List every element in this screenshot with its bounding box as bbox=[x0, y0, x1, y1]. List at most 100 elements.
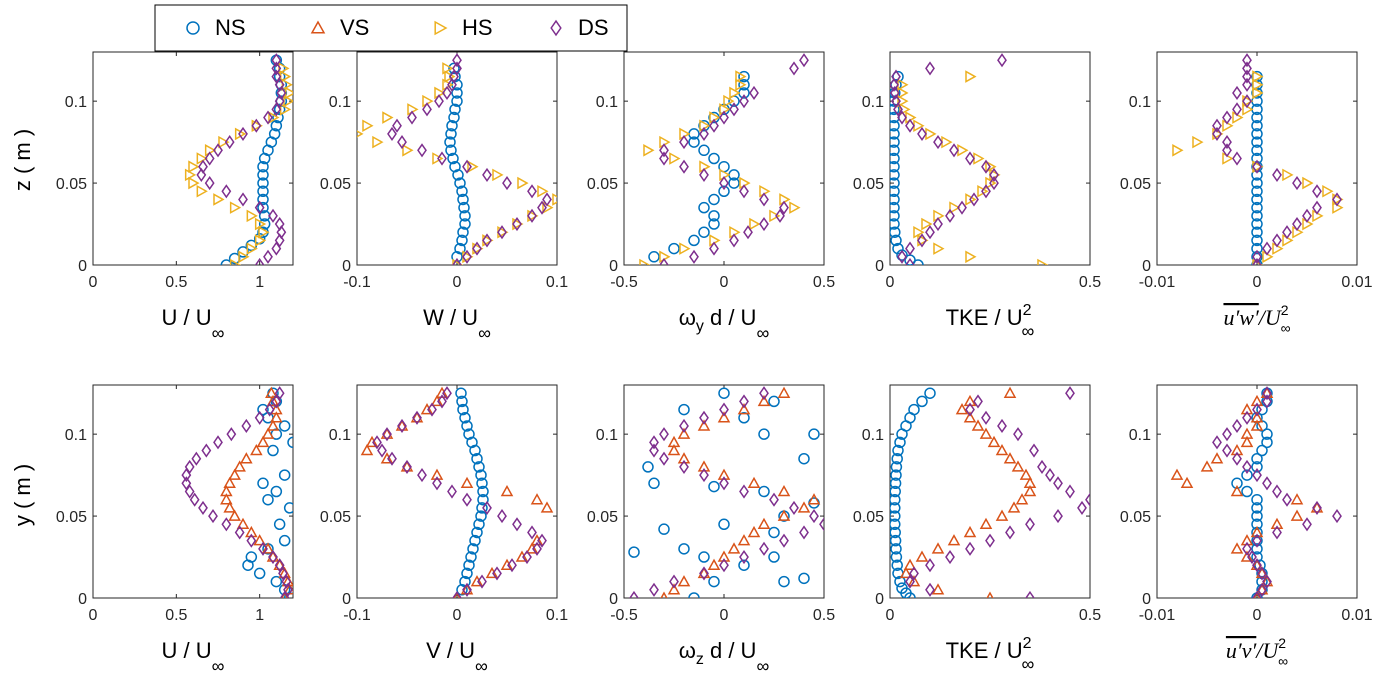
data-point bbox=[257, 169, 269, 181]
data-point bbox=[669, 574, 679, 589]
data-point bbox=[905, 241, 915, 256]
data-point bbox=[667, 583, 681, 595]
data-point bbox=[897, 110, 907, 125]
data-point bbox=[905, 574, 915, 589]
data-point bbox=[253, 534, 266, 546]
x-axis-label: TKE / U2 ∞ bbox=[946, 302, 1035, 341]
data-point bbox=[397, 135, 407, 150]
data-point bbox=[240, 452, 253, 464]
data-point bbox=[981, 159, 991, 174]
data-point bbox=[890, 144, 900, 157]
axes-frame bbox=[1156, 51, 1358, 266]
data-point bbox=[223, 501, 236, 513]
data-point bbox=[257, 193, 269, 206]
y-tick-label: 0 bbox=[78, 258, 87, 275]
y-tick-label: 0 bbox=[1142, 258, 1151, 275]
data-point bbox=[462, 582, 472, 597]
data-point bbox=[699, 468, 709, 483]
data-point bbox=[1251, 461, 1263, 473]
series-ds bbox=[387, 53, 552, 265]
y-tick-label: 0.1 bbox=[329, 427, 351, 444]
data-point bbox=[201, 443, 212, 458]
data-point bbox=[245, 551, 258, 563]
data-point bbox=[268, 111, 280, 124]
legend-box bbox=[154, 4, 628, 52]
data-point bbox=[476, 477, 488, 490]
data-point bbox=[679, 242, 691, 255]
data-point bbox=[891, 452, 903, 465]
data-point bbox=[482, 233, 492, 248]
data-point bbox=[1025, 517, 1035, 532]
data-point bbox=[392, 118, 402, 133]
y-tick-label: 0.1 bbox=[65, 427, 87, 444]
data-point bbox=[735, 70, 747, 83]
axes-frame bbox=[356, 51, 558, 266]
panels: 0 0.5 100.050.1U / U∞-0.1 0 0.100.050.1W / U… bbox=[56, 51, 1373, 676]
data-point bbox=[447, 152, 459, 165]
data-point bbox=[445, 144, 457, 157]
data-point bbox=[659, 451, 669, 466]
data-point bbox=[985, 160, 997, 173]
data-point bbox=[769, 209, 781, 223]
series-ds bbox=[1212, 53, 1342, 265]
y-tick-label: 0.1 bbox=[596, 427, 618, 444]
data-point bbox=[890, 95, 900, 107]
data-point bbox=[471, 452, 483, 465]
data-point bbox=[708, 575, 720, 588]
data-point bbox=[649, 582, 659, 597]
data-point bbox=[1172, 144, 1184, 157]
data-point bbox=[482, 500, 492, 515]
data-point bbox=[276, 85, 287, 101]
data-point bbox=[382, 427, 392, 442]
data-point bbox=[246, 533, 257, 548]
data-point bbox=[258, 541, 268, 556]
series-hs bbox=[897, 70, 1049, 265]
data-point bbox=[395, 419, 409, 431]
data-point bbox=[925, 225, 935, 240]
data-point bbox=[451, 95, 463, 107]
data-point bbox=[213, 143, 223, 158]
x-tick-label: 0 bbox=[89, 274, 98, 291]
data-point bbox=[904, 592, 916, 598]
data-point bbox=[718, 185, 730, 198]
data-point bbox=[279, 590, 290, 598]
data-point bbox=[890, 485, 901, 498]
data-point bbox=[912, 259, 924, 265]
data-point bbox=[246, 242, 258, 255]
data-point bbox=[462, 249, 472, 264]
data-point bbox=[274, 77, 285, 92]
panel-r1-c4: 0 0.5 0 0.05 0.1 TKE / U2 ∞ bbox=[853, 51, 1101, 341]
data-point bbox=[777, 509, 791, 521]
x-tick-label: 0 bbox=[453, 607, 462, 624]
data-point bbox=[287, 436, 293, 449]
data-point bbox=[648, 251, 660, 263]
series-ns bbox=[890, 387, 936, 598]
data-point bbox=[530, 493, 544, 505]
data-point bbox=[527, 525, 537, 540]
data-point bbox=[1257, 566, 1267, 581]
data-point bbox=[220, 484, 233, 497]
data-point bbox=[204, 151, 215, 166]
y-tick-label: 0.05 bbox=[853, 509, 884, 526]
data-point bbox=[1262, 241, 1272, 256]
x-tick-label: 0 bbox=[89, 607, 98, 624]
data-point bbox=[1240, 550, 1254, 562]
data-point bbox=[218, 135, 230, 149]
data-point bbox=[969, 192, 979, 207]
data-point bbox=[729, 102, 739, 117]
data-point bbox=[278, 420, 291, 432]
data-point bbox=[469, 534, 481, 547]
data-point bbox=[629, 590, 639, 598]
data-point bbox=[442, 62, 454, 75]
data-point bbox=[698, 226, 710, 238]
data-point bbox=[430, 468, 444, 480]
x-tick-label: 0 bbox=[1253, 274, 1262, 291]
data-point bbox=[677, 427, 691, 439]
data-point bbox=[1292, 176, 1302, 191]
data-point bbox=[449, 160, 461, 173]
data-point bbox=[697, 460, 711, 472]
data-point bbox=[955, 403, 969, 415]
data-point bbox=[649, 443, 659, 458]
data-point bbox=[446, 119, 458, 132]
data-point bbox=[1053, 476, 1063, 491]
